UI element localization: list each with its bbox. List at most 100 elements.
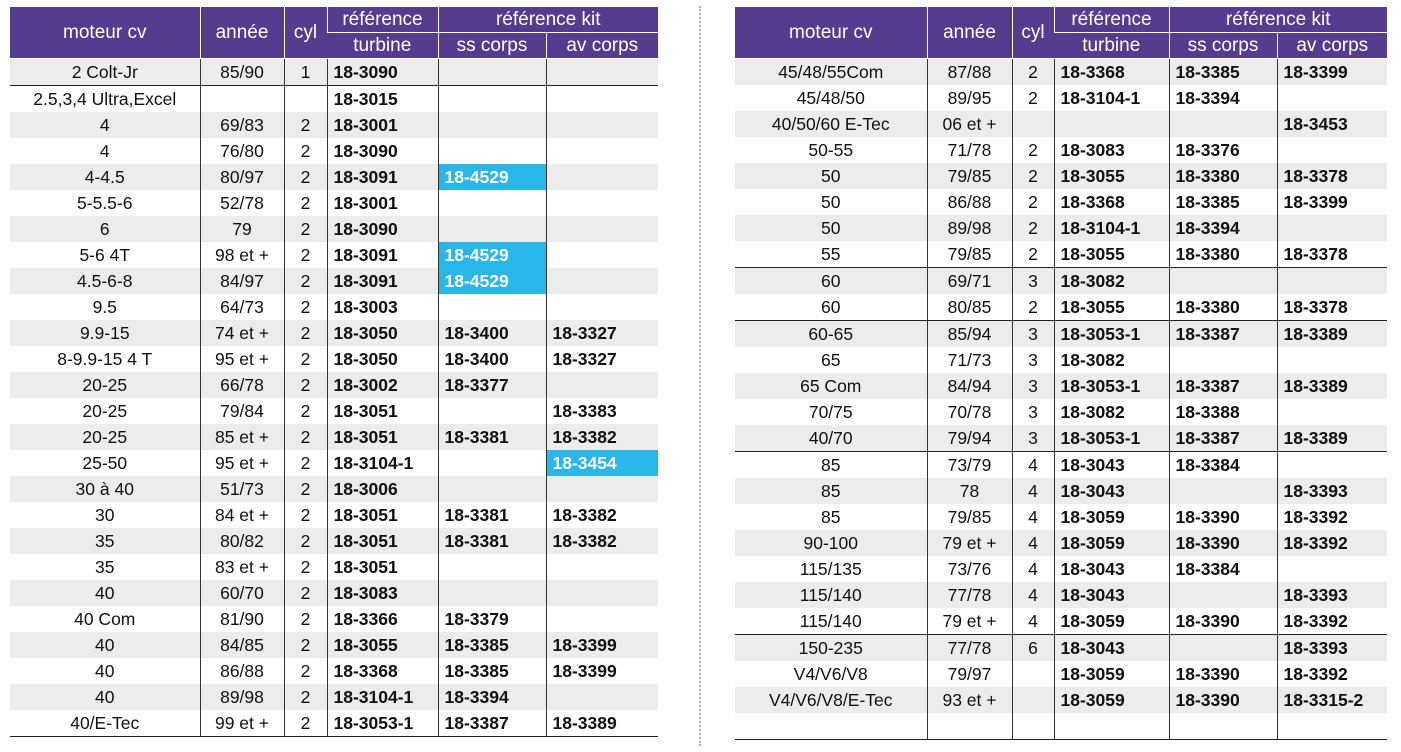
cyl-cell: 2 [283, 606, 327, 632]
table-row: 20-25 66/78 2 18-3002 18-3377 [10, 372, 659, 398]
cyl-cell: 2 [283, 398, 327, 424]
annee-cell: 71/78 [926, 137, 1012, 163]
moteur-cell: 40 Com [74, 608, 136, 629]
table-row: 50-55 71/78 2 18-3083 18-3376 [735, 137, 1388, 163]
ss-corps-ref-cell [437, 112, 546, 138]
header-reference: référence [326, 7, 438, 33]
annee-cell: 87/88 [926, 58, 1012, 85]
moteur-cell: 50-55 [808, 139, 854, 160]
turbine-ref-cell: 18-3015 [326, 85, 438, 112]
table-row: 115/140 77/78 4 18-3043 18-3393 [735, 582, 1388, 608]
annee-cell: 74 et + [199, 320, 284, 346]
table-row: 60-65 85/94 3 18-3053-1 18-3387 18-3389 [735, 320, 1388, 347]
av-corps-ref-cell [545, 554, 659, 580]
cyl-cell: 3 [1011, 425, 1054, 452]
turbine-ref-cell: 18-3001 [326, 112, 438, 138]
annee-cell: 77/78 [926, 582, 1012, 608]
cyl-cell: 6 [1011, 634, 1054, 661]
table-row: 150-235 77/78 6 18-3043 18-3393 [735, 634, 1388, 661]
ss-corps-ref-cell: 18-3381 [437, 424, 546, 450]
annee-cell: 79 et + [926, 530, 1012, 556]
ss-corps-ref-cell [1168, 478, 1277, 504]
ss-corps-ref-cell [1168, 634, 1277, 661]
ss-corps-ref-cell: 18-3379 [437, 606, 546, 632]
ss-corps-ref-cell [437, 216, 546, 242]
annee-cell: 89/95 [926, 85, 1012, 111]
cyl-cell: 4 [1011, 504, 1054, 530]
av-corps-ref-cell: 18-3393 [1276, 478, 1388, 504]
turbine-ref-cell: 18-3051 [326, 554, 438, 580]
annee-cell: 71/73 [926, 347, 1012, 373]
moteur-cell: 85 [821, 454, 841, 475]
table-row: 45/48/50 89/95 2 18-3104-1 18-3394 [735, 85, 1388, 111]
ss-corps-ref-cell [437, 476, 546, 502]
turbine-ref-cell: 18-3368 [1053, 189, 1169, 215]
ss-corps-ref-cell: 18-3390 [1168, 504, 1277, 530]
header-ss-corps: ss corps [437, 32, 546, 59]
annee-cell [199, 85, 284, 112]
moteur-cell: 8-9.9-15 4 T [57, 348, 153, 369]
annee-cell: 79/84 [199, 398, 284, 424]
av-corps-ref-cell: 18-3392 [1276, 530, 1388, 556]
turbine-ref-cell: 18-3059 [1053, 661, 1169, 687]
turbine-ref-cell: 18-3368 [1053, 58, 1169, 85]
annee-cell: 06 et + [926, 111, 1012, 137]
cyl-cell: 2 [283, 268, 327, 294]
cyl-cell: 2 [283, 294, 327, 320]
av-corps-ref-cell [545, 476, 659, 502]
av-corps-ref-cell [1276, 451, 1388, 478]
turbine-ref-cell: 18-3090 [326, 216, 438, 242]
annee-cell: 85 et + [199, 424, 284, 450]
av-corps-ref-cell: 18-3315-2 [1276, 687, 1388, 713]
annee-cell: 79/97 [926, 661, 1012, 687]
annee-cell: 79/85 [926, 241, 1012, 268]
table-row [735, 713, 1388, 740]
cyl-cell: 2 [283, 632, 327, 658]
moteur-cell: 40/70 [735, 425, 927, 452]
annee-cell: 79/85 [926, 163, 1012, 189]
cyl-cell: 2 [1011, 137, 1054, 163]
annee-cell: 80/85 [926, 294, 1012, 321]
table-row: 50 89/98 2 18-3104-1 18-3394 [735, 215, 1388, 241]
turbine-ref-cell: 18-3104-1 [326, 450, 438, 476]
ss-corps-ref-cell: 18-3394 [1168, 85, 1277, 111]
table-row: 20-25 85 et +2 18-3051 18-3381 18-3382 [10, 424, 659, 450]
annee-cell: 83 et + [199, 554, 284, 580]
table-row: 115/140 79 et +4 18-3059 18-3390 18-3392 [735, 608, 1388, 635]
ss-corps-ref-cell: 18-3394 [437, 684, 546, 710]
turbine-ref-cell: 18-3051 [326, 398, 438, 424]
table-row: 40 Com 81/90 2 18-3366 18-3379 [10, 606, 659, 632]
turbine-ref-cell: 18-3082 [1053, 399, 1169, 425]
cyl-cell: 1 [283, 58, 327, 86]
turbine-ref-cell: 18-3104-1 [1053, 85, 1169, 111]
turbine-ref-cell: 18-3003 [326, 294, 438, 320]
moteur-cell: 30 [95, 504, 115, 525]
moteur-cell: V4/V6/V8 [793, 663, 868, 684]
av-corps-ref-cell [1276, 267, 1388, 294]
cyl-cell: 2 [1011, 58, 1054, 85]
table-row: 60 69/71 3 18-3082 [735, 267, 1388, 294]
moteur-cell: 90-100 [735, 530, 927, 556]
header-moteur: moteur cv [735, 7, 927, 59]
header-ss-corps: ss corps [1168, 32, 1277, 59]
annee-cell: 66/78 [199, 372, 284, 398]
moteur-cell: 5-5.5-6 [77, 192, 133, 213]
turbine-ref-cell: 18-3366 [326, 606, 438, 632]
dotted-divider [699, 6, 701, 746]
turbine-ref-cell: 18-3006 [326, 476, 438, 502]
cyl-cell: 2 [283, 320, 327, 346]
av-corps-ref-cell: 18-3378 [1276, 163, 1388, 189]
ss-corps-ref-cell: 18-3400 [437, 320, 546, 346]
cyl-cell: 4 [1011, 530, 1054, 556]
cyl-cell: 2 [283, 476, 327, 502]
annee-cell: 60/70 [199, 580, 284, 606]
ss-corps-ref-cell: 18-3385 [1168, 189, 1277, 215]
cyl-cell: 2 [283, 658, 327, 684]
turbine-ref-cell: 18-3368 [326, 658, 438, 684]
table-row: 55 79/85 2 18-3055 18-3380 18-3378 [735, 241, 1388, 268]
turbine-ref-cell: 18-3082 [1053, 347, 1169, 373]
moteur-cell: 9.5 [92, 296, 117, 317]
table-row: 85 78 4 18-3043 18-3393 [735, 478, 1388, 504]
ss-corps-ref-cell: 18-4529 [437, 164, 546, 190]
av-corps-ref-cell [545, 85, 659, 112]
